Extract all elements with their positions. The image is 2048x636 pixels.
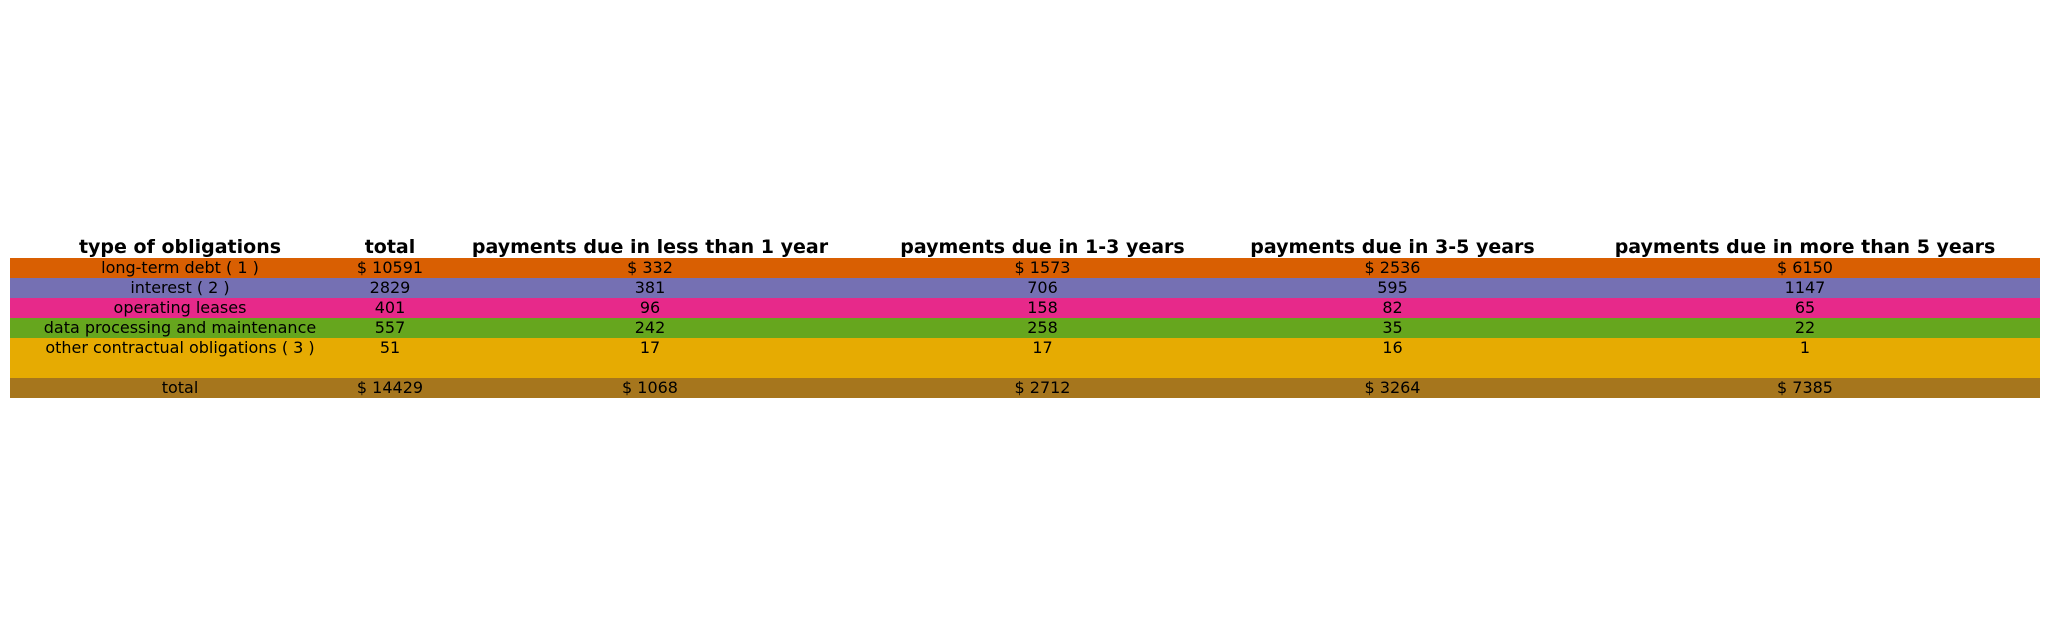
row-operating-leases: operating leases 401 96 158 82 65: [10, 298, 2040, 318]
header-less-than-1-year: payments due in less than 1 year: [471, 236, 829, 258]
row-interest: interest ( 2 ) 2829 381 706 595 1147: [10, 278, 2040, 298]
cell-3-5-years: 16: [1382, 338, 1403, 357]
cell-3-5-years: 82: [1382, 298, 1403, 317]
header-1-3-years: payments due in 1-3 years: [900, 236, 1185, 258]
cell-total: $ 14429: [356, 378, 424, 397]
header-type-of-obligations: type of obligations: [78, 236, 282, 258]
cell-total: $ 10591: [356, 258, 424, 277]
cell-total: 51: [379, 338, 401, 357]
cell-type: long-term debt ( 1 ): [101, 258, 259, 277]
cell-less-1-year: 381: [634, 278, 666, 297]
header-more-than-5-years: payments due in more than 5 years: [1614, 236, 1996, 258]
cell-1-3-years: 17: [1032, 338, 1053, 357]
row-long-term-debt: long-term debt ( 1 ) $ 10591 $ 332 $ 1573 $ …: [10, 258, 2040, 278]
cell-3-5-years: $ 3264: [1364, 378, 1421, 397]
table-header-row: type of obligations total payments due i…: [10, 234, 2040, 258]
cell-1-3-years: $ 1573: [1014, 258, 1071, 277]
cell-more-5-years: 1147: [1784, 278, 1826, 297]
cell-1-3-years: $ 2712: [1014, 378, 1071, 397]
cell-3-5-years: $ 2536: [1364, 258, 1421, 277]
cell-3-5-years: 595: [1377, 278, 1408, 297]
cell-type: operating leases: [113, 298, 247, 317]
row-total: total $ 14429 $ 1068 $ 2712 $ 3264 $ 7385: [10, 378, 2040, 398]
cell-1-3-years: 706: [1027, 278, 1058, 297]
cell-less-1-year: $ 1068: [622, 378, 678, 397]
header-3-5-years: payments due in 3-5 years: [1250, 236, 1535, 258]
row-other-obligations: other contractual obligations ( 3 ) 51 17 1…: [10, 338, 2040, 378]
cell-total: 2829: [369, 278, 411, 297]
cell-3-5-years: 35: [1382, 318, 1403, 337]
cell-more-5-years: 65: [1794, 298, 1816, 317]
row-data-processing: data processing and maintenance 557 242 258…: [10, 318, 2040, 338]
cell-type: total: [161, 378, 199, 397]
cell-more-5-years: $ 7385: [1777, 378, 1833, 397]
cell-total: 401: [374, 298, 406, 317]
cell-less-1-year: 17: [639, 338, 661, 357]
cell-total: 557: [374, 318, 406, 337]
cell-1-3-years: 258: [1027, 318, 1058, 337]
obligations-table: type of obligations total payments due i…: [10, 234, 2040, 398]
cell-type: interest ( 2 ): [130, 278, 230, 297]
cell-more-5-years: $ 6150: [1777, 258, 1833, 277]
cell-more-5-years: 1: [1799, 338, 1811, 357]
cell-type: other contractual obligations ( 3 ): [45, 338, 315, 357]
cell-less-1-year: 242: [634, 318, 666, 337]
cell-less-1-year: $ 332: [627, 258, 673, 277]
cell-type: data processing and maintenance: [43, 318, 317, 337]
cell-more-5-years: 22: [1794, 318, 1816, 337]
header-total: total: [364, 236, 416, 258]
table-body: long-term debt ( 1 ) $ 10591 $ 332 $ 1573 $ …: [10, 258, 2040, 398]
cell-1-3-years: 158: [1027, 298, 1058, 317]
cell-less-1-year: 96: [639, 298, 661, 317]
